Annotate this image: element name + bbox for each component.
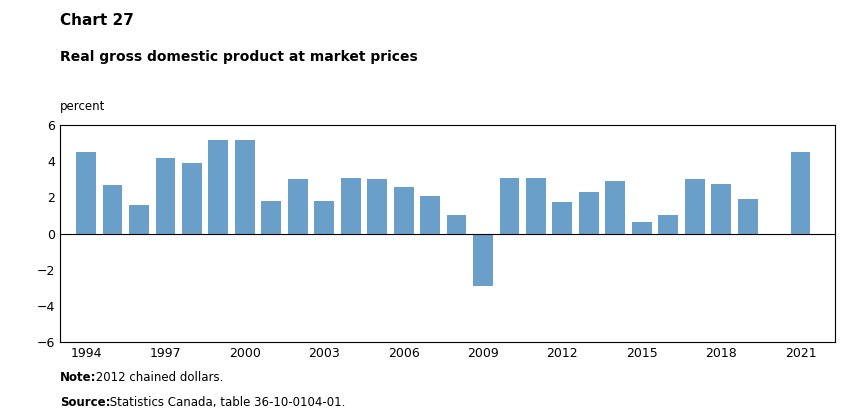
Bar (209, 140, 228, 234)
Bar (130, 205, 149, 234)
Bar (791, 152, 810, 234)
Text: percent: percent (60, 100, 105, 113)
Text: Statistics Canada, table 36-10-0104-01.: Statistics Canada, table 36-10-0104-01. (106, 396, 346, 409)
Bar (552, 202, 573, 234)
Bar (579, 192, 599, 234)
Bar (367, 179, 387, 234)
Bar (314, 201, 334, 234)
Bar (606, 181, 625, 234)
Bar (76, 152, 96, 234)
Bar (473, 234, 493, 286)
Bar (262, 201, 281, 234)
Text: 2012 chained dollars.: 2012 chained dollars. (92, 371, 223, 384)
Bar (341, 178, 360, 234)
Text: Real gross domestic product at market prices: Real gross domestic product at market pr… (60, 50, 417, 64)
Bar (420, 196, 440, 234)
Bar (446, 216, 467, 234)
Text: Note:: Note: (60, 371, 96, 384)
Bar (632, 222, 652, 234)
Bar (394, 186, 413, 234)
Bar (659, 216, 678, 234)
Bar (235, 140, 255, 234)
Bar (102, 185, 123, 234)
Bar (182, 163, 202, 234)
Text: Chart 27: Chart 27 (60, 13, 134, 28)
Bar (738, 199, 757, 234)
Bar (499, 178, 520, 234)
Bar (288, 179, 308, 234)
Bar (764, 234, 784, 235)
Text: Source:: Source: (60, 396, 110, 409)
Bar (526, 178, 546, 234)
Bar (685, 179, 705, 234)
Bar (156, 158, 176, 234)
Bar (711, 184, 731, 234)
